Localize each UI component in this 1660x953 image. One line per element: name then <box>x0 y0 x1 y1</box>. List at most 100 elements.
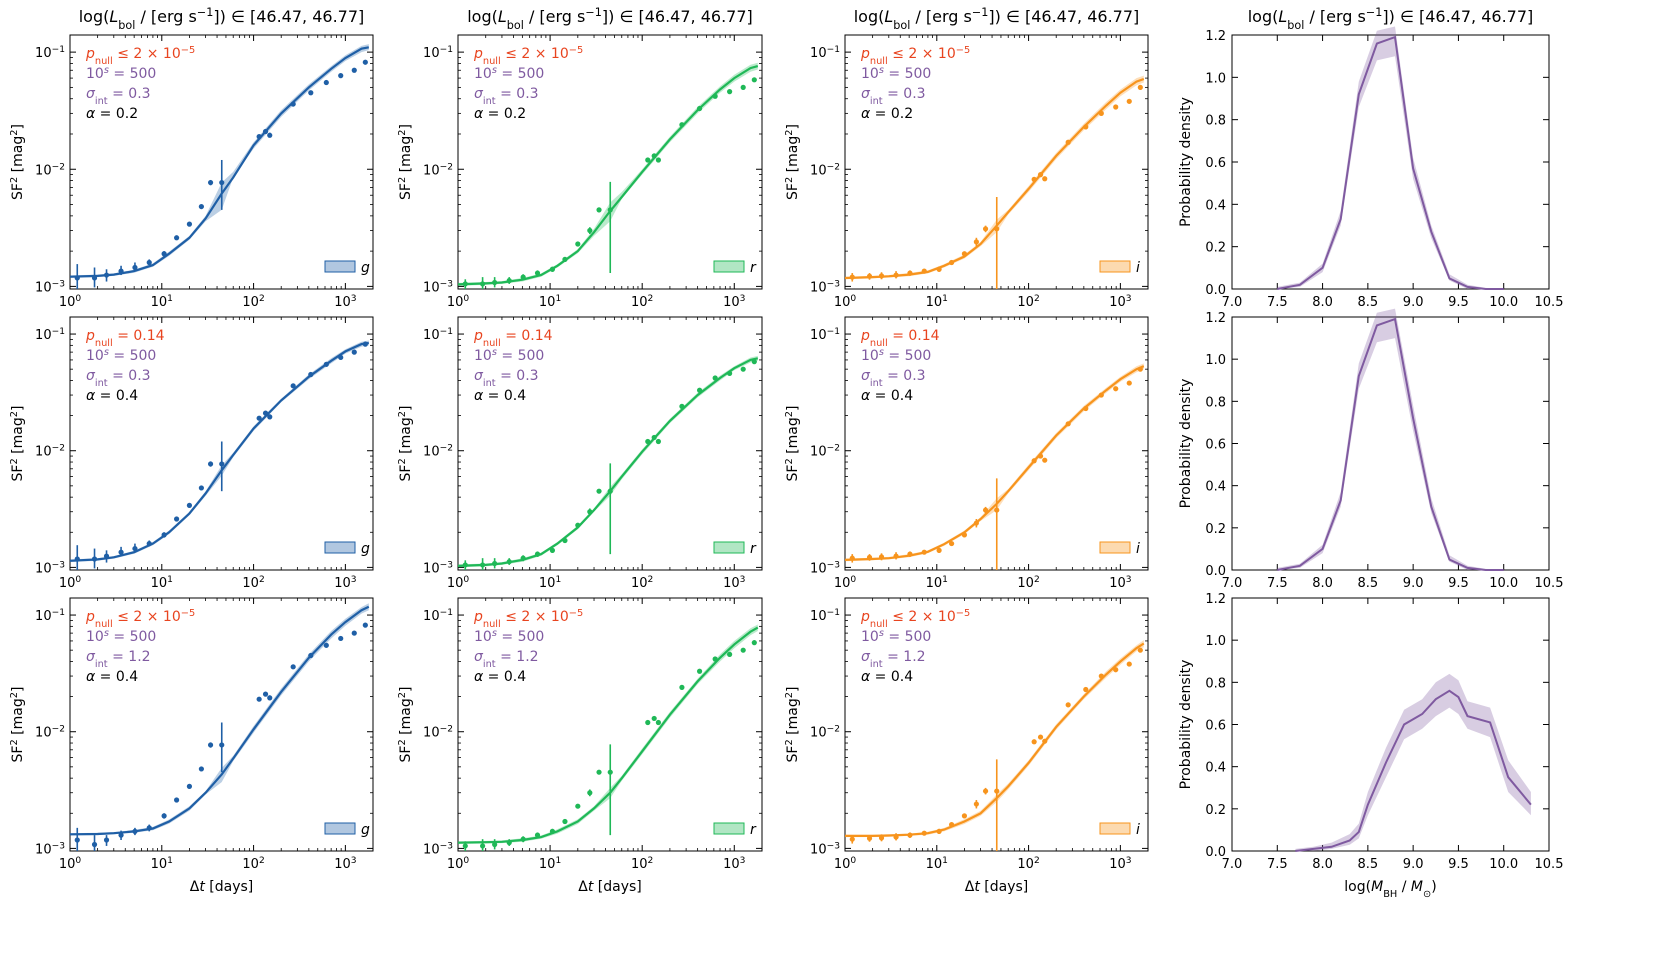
x-tick-label: 7.5 <box>1267 576 1288 591</box>
x-tick-label: 8.0 <box>1312 576 1333 591</box>
data-point <box>607 769 613 775</box>
x-tick-label: 102 <box>631 575 653 591</box>
axes-frame <box>457 316 763 571</box>
data-point <box>1113 667 1119 673</box>
data-point <box>1042 738 1048 744</box>
pdf-line <box>1295 689 1532 852</box>
data-point <box>207 179 214 186</box>
x-tick-label: 103 <box>1109 856 1132 872</box>
x-tick-label: 100 <box>59 856 82 872</box>
y-tick-label: 0.0 <box>1205 564 1226 579</box>
y-tick-label: 1.0 <box>1205 71 1226 86</box>
y-axis-label: SF2 [mag2] <box>9 406 27 482</box>
axes-frame <box>457 597 763 852</box>
x-tick-label: 102 <box>242 856 264 872</box>
legend-swatch <box>713 541 745 554</box>
data-point <box>480 843 486 849</box>
data-point <box>323 361 329 367</box>
data-point <box>534 270 541 276</box>
y-tick-label: 10−1 <box>810 608 840 624</box>
x-tick-label: 103 <box>723 294 746 310</box>
data-point <box>549 547 556 553</box>
data-point <box>921 830 927 836</box>
data-point <box>878 835 885 841</box>
data-point <box>645 438 651 445</box>
annotation-text: α = 0.2 <box>86 106 138 122</box>
data-point <box>893 834 899 840</box>
y-tick-label: 10−2 <box>423 162 453 178</box>
y-tick-label: 1.2 <box>1205 29 1226 44</box>
data-point <box>91 841 98 848</box>
y-tick-label: 0.6 <box>1205 438 1226 453</box>
data-point <box>256 415 262 421</box>
y-axis-label: Probability density <box>1178 660 1194 790</box>
x-tick-label: 102 <box>631 294 653 310</box>
annotation-text: pnull ≤ 2 × 10−5 <box>860 45 970 67</box>
annotation-text: σint = 0.3 <box>861 86 926 107</box>
data-point <box>323 79 329 86</box>
y-tick-label: 10−2 <box>35 725 65 741</box>
x-tick-label: 102 <box>242 294 264 310</box>
data-point <box>1031 458 1037 464</box>
data-point <box>712 656 718 662</box>
data-point <box>949 259 955 266</box>
data-point <box>480 281 486 287</box>
annotation-text: σint = 1.2 <box>474 649 539 670</box>
y-tick-label: 10−1 <box>423 327 453 343</box>
data-point <box>1083 124 1089 130</box>
annotation-text: pnull ≤ 2 × 10−5 <box>85 608 195 630</box>
x-tick-label: 10.0 <box>1489 295 1518 310</box>
column-title: log(Lbol / [erg s−1]) ∈ [46.47, 46.77] <box>467 6 753 32</box>
data-point <box>267 132 273 138</box>
data-point <box>1065 702 1071 708</box>
data-point <box>462 843 468 849</box>
y-tick-label: 0.6 <box>1205 156 1226 171</box>
data-point <box>186 221 193 227</box>
data-point <box>132 828 138 834</box>
data-point <box>849 836 855 842</box>
data-point <box>351 349 357 355</box>
annotation-text: α = 0.4 <box>474 669 526 685</box>
data-point <box>982 226 989 232</box>
data-point <box>91 275 98 281</box>
legend-label: g <box>361 541 370 557</box>
data-point <box>186 783 193 789</box>
y-axis-label: SF2 [mag2] <box>397 124 415 200</box>
annotation-text: 10s = 500 <box>861 628 931 646</box>
data-point <box>587 227 593 234</box>
data-point <box>146 825 152 831</box>
data-point <box>1042 457 1048 463</box>
data-point <box>338 635 344 642</box>
legend-label: g <box>361 822 370 838</box>
data-point <box>132 264 138 271</box>
data-point <box>575 803 581 809</box>
y-tick-label: 10−2 <box>810 444 840 460</box>
data-point <box>921 268 927 274</box>
annotation-text: σint = 1.2 <box>86 649 151 670</box>
x-tick-label: 103 <box>723 575 746 591</box>
x-tick-label: 10.0 <box>1489 857 1518 872</box>
data-point <box>74 556 80 562</box>
data-point <box>1137 84 1143 90</box>
y-tick-label: 1.0 <box>1205 634 1226 649</box>
data-point <box>198 203 204 210</box>
y-tick-label: 10−3 <box>810 841 840 857</box>
x-axis-label: log(MBH / M⊙) <box>1344 879 1436 900</box>
legend-swatch <box>713 260 745 273</box>
data-point <box>679 403 685 409</box>
data-point <box>351 630 357 636</box>
data-point <box>893 553 899 559</box>
pdf-line <box>1277 35 1504 290</box>
data-point <box>866 273 873 279</box>
x-tick-label: 101 <box>926 856 948 872</box>
data-point <box>174 235 180 241</box>
legend-swatch <box>1099 541 1131 554</box>
data-point <box>575 241 581 247</box>
data-point <box>1126 98 1132 104</box>
data-point <box>1098 110 1104 116</box>
axes-frame <box>1231 34 1550 290</box>
x-tick-label: 100 <box>834 575 857 591</box>
data-point <box>492 841 498 848</box>
x-tick-label: 102 <box>631 856 653 872</box>
